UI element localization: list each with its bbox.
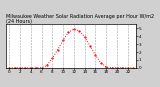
Text: Milwaukee Weather Solar Radiation Average per Hour W/m2 (24 Hours): Milwaukee Weather Solar Radiation Averag… <box>6 14 155 24</box>
